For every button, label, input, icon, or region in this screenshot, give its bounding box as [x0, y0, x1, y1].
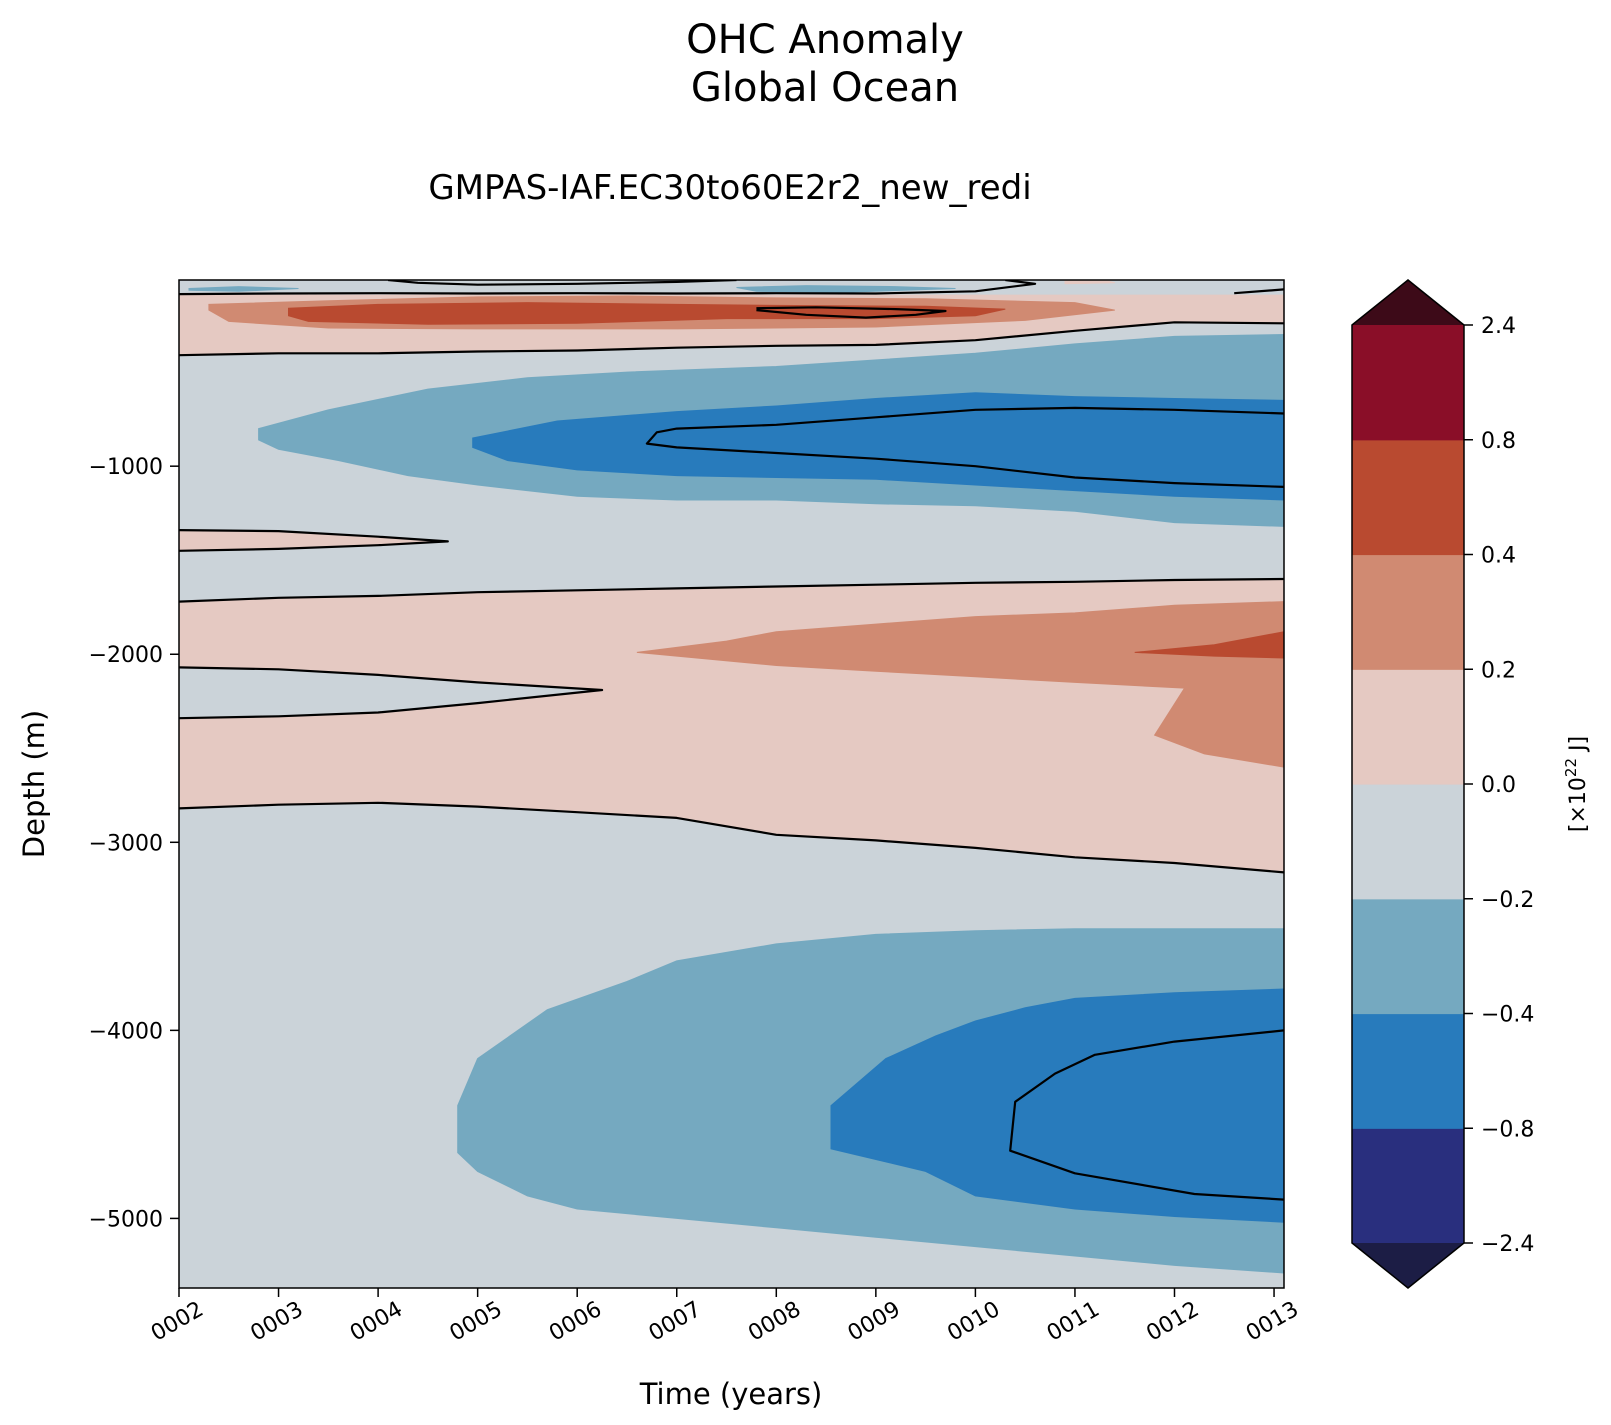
contour-line: [645, 406, 1284, 488]
colorbar-label-prefix: [×10: [1566, 777, 1591, 832]
x-axis: 0002 0003 0004 0005 0006 0007 0008 0009 0010 0011…: [147, 1288, 1303, 1347]
y-axis-label: Depth (m): [17, 710, 51, 858]
y-tick-label: −1000: [89, 455, 163, 480]
chart-title: OHC Anomaly: [686, 17, 964, 63]
y-tick-label: −5000: [89, 1207, 163, 1232]
y-tick-label: −4000: [89, 1019, 163, 1044]
colorbar-band: [1352, 784, 1464, 900]
colorbar-tick-label: 0.4: [1481, 544, 1516, 569]
contour-line: [387, 280, 737, 286]
colorbar-band: [1352, 1013, 1464, 1129]
contour-line: [179, 801, 1284, 874]
contour-fills: [179, 280, 1284, 1274]
x-tick-label: 0005: [446, 1297, 507, 1347]
y-axis: −1000 −2000 −3000 −4000 −5000: [89, 455, 179, 1232]
x-tick-label: 0003: [246, 1297, 307, 1347]
colorbar-tick-label: −0.4: [1481, 1003, 1534, 1028]
colorbar-band: [1352, 325, 1464, 441]
x-tick-label: 0008: [744, 1297, 805, 1347]
colorbar-tick-label: −2.4: [1481, 1232, 1534, 1257]
contour-line: [179, 321, 1284, 357]
contour-fill-region: [472, 392, 1284, 501]
x-tick-label: 0004: [346, 1297, 407, 1347]
colorbar-label: [×1022 J]: [1562, 736, 1591, 832]
contour-line: [1009, 1029, 1284, 1201]
x-tick-label: 0009: [844, 1297, 905, 1347]
colorbar-band: [1352, 669, 1464, 785]
colorbar-tick-label: −0.8: [1481, 1117, 1534, 1142]
contour-line: [179, 280, 1037, 296]
colorbar-tick-label: 2.4: [1481, 314, 1516, 339]
colorbar-extend-high: [1352, 280, 1464, 325]
contour-lines: [179, 280, 1284, 1201]
contour-fill-region: [830, 988, 1284, 1223]
colorbar-label-exponent: 22: [1562, 758, 1580, 777]
colorbar-label-unit: J]: [1566, 736, 1591, 758]
contour-fill-region: [188, 286, 299, 292]
colorbar-band: [1352, 554, 1464, 670]
x-tick-label: 0013: [1242, 1297, 1303, 1347]
x-tick-label: 0010: [943, 1297, 1004, 1347]
contour-line: [179, 577, 1284, 603]
colorbar-band: [1352, 439, 1464, 556]
x-tick-label: 0007: [645, 1297, 706, 1347]
x-tick-label: 0006: [545, 1297, 606, 1347]
colorbar-extend-low: [1352, 1243, 1464, 1288]
colorbar: −2.4 −0.8 −0.4 −0.2 0.0 0.2 0.4 0.8 2.4: [1351, 279, 1534, 1289]
run-name: GMPAS-IAF.EC30to60E2r2_new_redi: [428, 168, 1032, 208]
x-tick-label: 0011: [1043, 1297, 1104, 1347]
y-tick-label: −3000: [89, 831, 163, 856]
contour-fill-region: [179, 281, 1284, 295]
y-tick-label: −2000: [89, 643, 163, 668]
contour-line: [179, 529, 449, 552]
contour-line: [756, 306, 947, 319]
contour-line: [1234, 288, 1284, 295]
x-axis-label: Time (years): [639, 1377, 823, 1411]
contour-line: [179, 666, 604, 720]
colorbar-tick-label: −0.2: [1481, 888, 1534, 913]
contour-fill-region: [736, 285, 956, 293]
colorbar-band: [1352, 898, 1464, 1015]
colorbar-tick-label: 0.0: [1481, 773, 1516, 798]
chart-subtitle: Global Ocean: [690, 65, 960, 111]
x-tick-label: 0002: [147, 1297, 208, 1347]
contour-fill-region: [1134, 631, 1284, 659]
colorbar-tick-label: 0.8: [1481, 429, 1516, 454]
colorbar-tick-label: 0.2: [1481, 658, 1516, 683]
colorbar-band: [1352, 1128, 1464, 1244]
contour-fill-region: [636, 601, 1284, 768]
plot-frame: [178, 279, 1285, 1289]
x-tick-label: 0012: [1142, 1297, 1203, 1347]
